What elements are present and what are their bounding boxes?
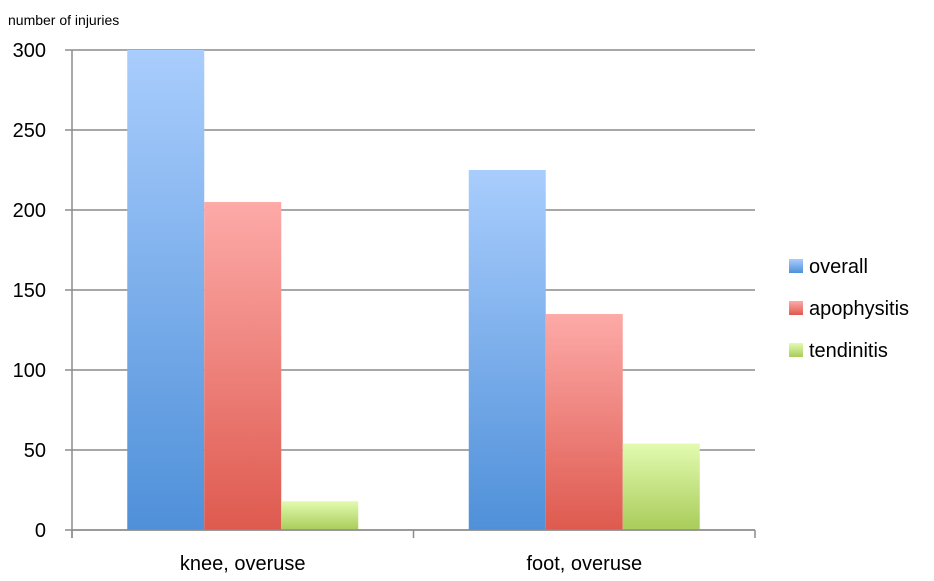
y-tick-label: 0 (35, 520, 46, 542)
x-tick-label: knee, overuse (180, 553, 306, 575)
legend-swatch-tendinitis (789, 343, 803, 357)
legend: overall apophysitis tendinitis (789, 256, 909, 362)
bar-tendinitis (622, 443, 700, 530)
bar-tendinitis (281, 501, 359, 530)
legend-label-overall: overall (809, 256, 868, 278)
x-axis (71, 50, 756, 538)
y-tick-label: 250 (13, 120, 46, 142)
y-tick-label: 100 (13, 360, 46, 382)
bar-overall (127, 50, 205, 530)
legend-label-tendinitis: tendinitis (809, 340, 888, 362)
bars (127, 50, 700, 530)
y-tick-label: 300 (13, 40, 46, 62)
y-tick-label: 200 (13, 200, 46, 222)
x-tick-labels: knee, overuse foot, overuse (180, 553, 642, 575)
y-tick-labels: 0 50 100 150 200 250 300 (13, 40, 46, 542)
y-axis-label: number of injuries (8, 12, 119, 28)
legend-label-apophysitis: apophysitis (809, 298, 909, 320)
legend-swatch-apophysitis (789, 301, 803, 315)
y-tick-label: 50 (24, 440, 46, 462)
bar-apophysitis (204, 202, 282, 530)
bar-overall (468, 170, 546, 530)
x-tick-label: foot, overuse (526, 553, 642, 575)
bar-apophysitis (545, 314, 623, 530)
y-tick-label: 150 (13, 280, 46, 302)
legend-swatch-overall (789, 259, 803, 273)
